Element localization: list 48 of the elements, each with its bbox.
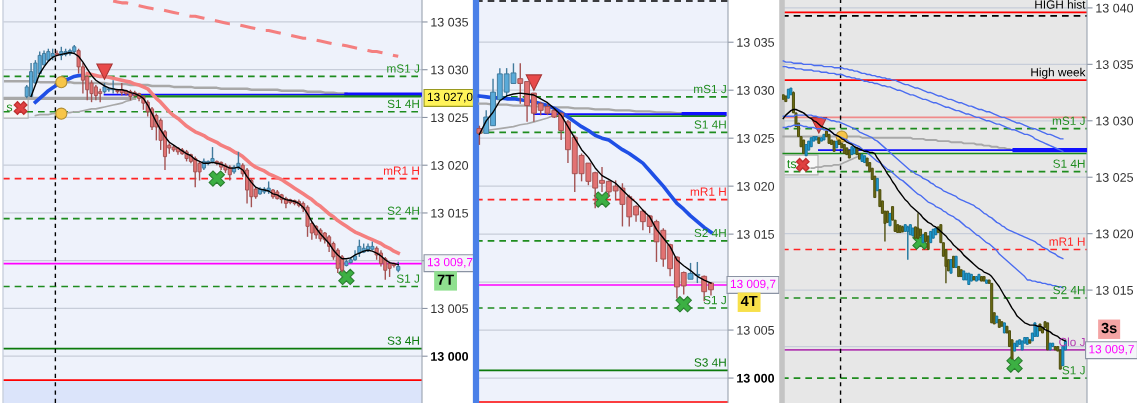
ref-line-label: mS1 J — [387, 64, 420, 73]
ref-line-label: mS1 J — [694, 84, 726, 94]
ref-line-label: S1 J — [1062, 366, 1085, 375]
ref-line-label: S1 J — [703, 295, 726, 305]
text: 13 009,7 — [1089, 345, 1134, 355]
ref-line-label: S1 4H — [1053, 159, 1085, 168]
ref-line-label: S1 4H — [694, 120, 726, 129]
y-tick-label: 13 020 — [737, 181, 775, 191]
ref-line-label: mR1 H — [1049, 237, 1085, 246]
ref-line-label: mS1 J — [1052, 116, 1085, 125]
ref-line-label: S3 4H — [694, 358, 726, 367]
ref-line-label: mR1 H — [383, 166, 419, 175]
text: 7T — [437, 274, 454, 285]
y-tick-label: 13 030 — [431, 65, 469, 75]
y-tick-label: 13 000 — [431, 352, 469, 361]
y-tick-label: 13 015 — [431, 208, 469, 218]
ref-line-label: mR1 H — [690, 187, 726, 196]
ref-line-label: High week — [1031, 67, 1086, 79]
ref-line-label: S2 4H — [1053, 285, 1085, 295]
ref-line-label: S2 4H — [694, 228, 726, 238]
y-tick-label: 13 015 — [1096, 285, 1134, 295]
y-tick-label: 13 000 — [737, 373, 775, 383]
text: 13 009,7 — [427, 257, 473, 268]
y-tick-label: 13 025 — [1096, 173, 1134, 182]
ref-line-label: S1 J — [396, 274, 420, 283]
y-tick-label: 13 015 — [737, 229, 775, 239]
y-tick-label: 13 020 — [1096, 229, 1134, 239]
annotation: ts — [787, 159, 797, 169]
y-tick-label: 13 040 — [1096, 3, 1134, 13]
text: 3s — [1101, 322, 1117, 334]
ref-line-label: S2 4H — [387, 206, 419, 215]
text: 13 027,0 — [427, 92, 473, 103]
y-tick-label: 13 005 — [737, 325, 775, 335]
y-tick-label: 13 030 — [737, 86, 775, 95]
text: 13 009,7 — [730, 279, 776, 290]
annotation: s — [6, 104, 13, 112]
text: 4T — [740, 295, 758, 307]
ref-line-label: S3 4H — [387, 336, 419, 345]
y-tick-label: 13 035 — [1096, 60, 1134, 69]
y-tick-label: 13 035 — [431, 17, 469, 27]
y-tick-label: 13 035 — [737, 38, 775, 47]
ref-line-label: HIGH hist — [1035, 0, 1086, 9]
y-tick-label: 13 025 — [737, 133, 775, 143]
y-tick-label: 13 020 — [431, 161, 469, 170]
y-tick-label: 13 005 — [431, 304, 469, 314]
ref-line-label: S1 4H — [387, 99, 419, 109]
y-tick-label: 13 030 — [1096, 116, 1134, 126]
y-tick-label: 13 025 — [431, 113, 469, 123]
